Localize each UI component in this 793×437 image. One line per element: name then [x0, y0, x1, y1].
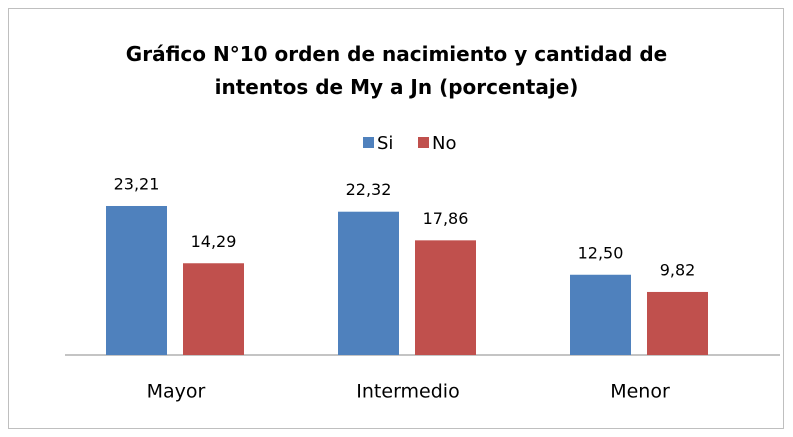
- legend-label: Si: [377, 133, 393, 154]
- bar: [106, 205, 167, 355]
- value-label: 23,21: [114, 174, 160, 193]
- bar: [183, 263, 244, 355]
- chart-title: Gráfico N°10 orden de nacimiento y canti…: [125, 42, 668, 99]
- x-tick-label: Mayor: [147, 381, 206, 403]
- value-label: 12,50: [578, 243, 624, 262]
- legend-swatch: [418, 137, 429, 148]
- legend-label: No: [432, 133, 456, 154]
- value-label: 22,32: [346, 180, 392, 199]
- value-label: 17,86: [423, 209, 469, 228]
- bar: [570, 274, 631, 355]
- value-label: 9,82: [660, 260, 696, 279]
- x-tick-label: Intermedio: [356, 381, 459, 403]
- chart-frame: [8, 8, 784, 429]
- bar: [338, 211, 399, 355]
- value-label: 14,29: [191, 232, 237, 251]
- bar: [415, 240, 476, 355]
- x-tick-label: Menor: [610, 381, 670, 403]
- bar: [647, 291, 708, 355]
- legend-swatch: [363, 137, 374, 148]
